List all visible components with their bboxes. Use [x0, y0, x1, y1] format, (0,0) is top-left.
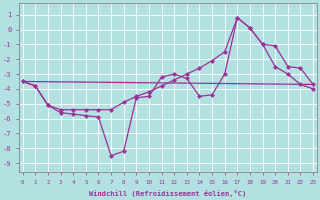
X-axis label: Windchill (Refroidissement éolien,°C): Windchill (Refroidissement éolien,°C) [89, 190, 246, 197]
